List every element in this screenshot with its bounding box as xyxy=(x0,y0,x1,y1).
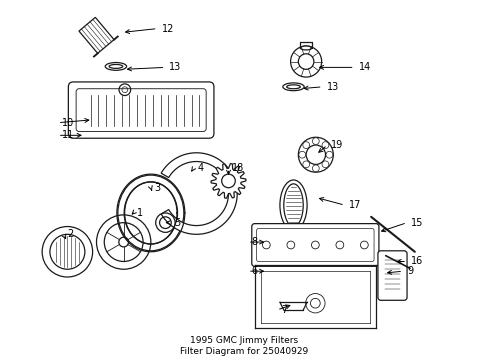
FancyBboxPatch shape xyxy=(251,224,378,266)
Ellipse shape xyxy=(300,46,311,50)
Text: 9: 9 xyxy=(406,266,412,276)
Circle shape xyxy=(302,161,309,168)
Text: 15: 15 xyxy=(410,218,423,228)
Text: 19: 19 xyxy=(331,140,343,150)
Text: 14: 14 xyxy=(358,62,370,72)
Circle shape xyxy=(42,226,92,277)
Ellipse shape xyxy=(109,64,122,68)
Ellipse shape xyxy=(286,85,300,89)
Text: 7: 7 xyxy=(280,305,286,315)
Text: 13: 13 xyxy=(326,82,338,92)
Circle shape xyxy=(290,46,321,77)
Ellipse shape xyxy=(283,184,303,226)
Circle shape xyxy=(312,138,319,144)
Circle shape xyxy=(305,145,325,165)
Circle shape xyxy=(325,151,332,158)
Text: 3: 3 xyxy=(154,183,161,193)
Text: 1: 1 xyxy=(137,208,143,218)
Text: 4: 4 xyxy=(197,163,203,173)
Text: 8: 8 xyxy=(251,237,257,247)
Circle shape xyxy=(50,234,85,269)
Circle shape xyxy=(302,142,309,149)
Text: 16: 16 xyxy=(410,256,422,266)
Circle shape xyxy=(298,137,333,172)
Text: 17: 17 xyxy=(348,200,361,210)
Circle shape xyxy=(312,165,319,172)
FancyBboxPatch shape xyxy=(377,251,406,300)
Text: 13: 13 xyxy=(169,62,181,72)
Circle shape xyxy=(322,161,328,168)
Text: 5: 5 xyxy=(174,218,180,228)
Circle shape xyxy=(298,151,305,158)
FancyBboxPatch shape xyxy=(76,89,206,131)
Circle shape xyxy=(221,174,235,188)
Ellipse shape xyxy=(124,182,177,244)
Polygon shape xyxy=(211,163,245,198)
Circle shape xyxy=(322,142,328,149)
Text: 18: 18 xyxy=(232,163,244,173)
Text: 2: 2 xyxy=(67,229,74,239)
Text: 10: 10 xyxy=(61,118,74,128)
Ellipse shape xyxy=(282,83,304,91)
FancyBboxPatch shape xyxy=(68,82,213,138)
Ellipse shape xyxy=(118,175,183,251)
Text: 11: 11 xyxy=(61,130,74,140)
Ellipse shape xyxy=(279,180,306,230)
Text: 1995 GMC Jimmy Filters
Filter Diagram for 25040929: 1995 GMC Jimmy Filters Filter Diagram fo… xyxy=(180,336,307,356)
Ellipse shape xyxy=(105,63,126,70)
Polygon shape xyxy=(79,17,114,53)
Polygon shape xyxy=(161,153,237,234)
Text: 6: 6 xyxy=(251,266,257,276)
Text: 12: 12 xyxy=(161,23,174,33)
